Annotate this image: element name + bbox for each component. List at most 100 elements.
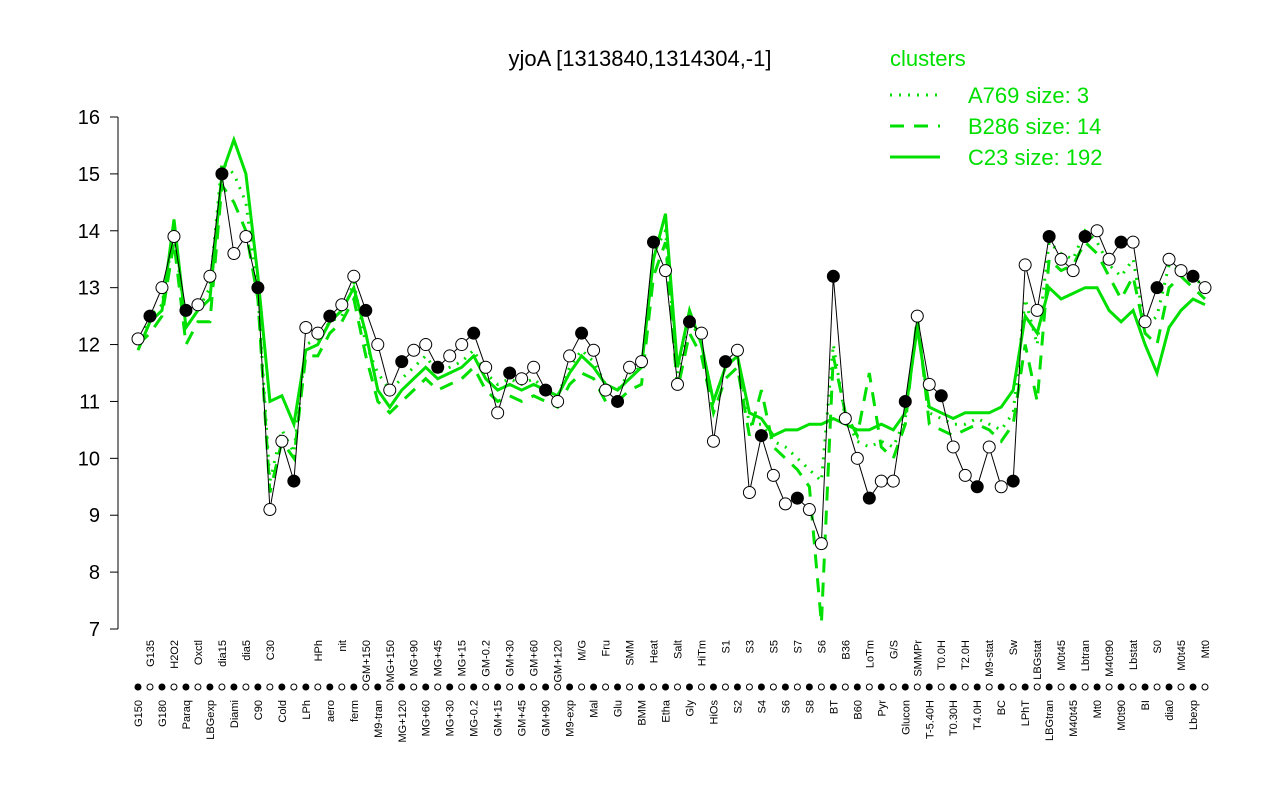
rug-mark [530, 683, 538, 691]
data-point [946, 440, 960, 454]
data-point [539, 383, 553, 397]
data-point [167, 229, 181, 243]
rug-mark [398, 683, 406, 691]
x-tick-label: ferm [349, 700, 361, 722]
x-tick-label: GM+15 [493, 700, 505, 736]
x-tick-label: S6 [780, 700, 792, 713]
rug-mark [446, 683, 454, 691]
data-point [155, 281, 169, 295]
rug-mark [410, 683, 418, 691]
rug-mark [1045, 683, 1053, 691]
data-point [143, 309, 157, 323]
x-tick-label: Mal [589, 700, 601, 718]
rug-mark [146, 683, 154, 691]
data-point [599, 383, 613, 397]
rug-mark [769, 683, 777, 691]
data-point [886, 474, 900, 488]
data-point [311, 326, 325, 340]
data-point [347, 269, 361, 283]
x-tick-label: dia15 [217, 640, 229, 667]
x-tick-label: MG+90 [409, 640, 421, 676]
rug-mark [721, 683, 729, 691]
data-point [934, 389, 948, 403]
x-tick-label: Heat [649, 640, 661, 663]
x-tick-label: MG+60 [421, 700, 433, 736]
x-tick-label: T2.0H [960, 640, 972, 670]
x-tick-label: M40t90 [1104, 640, 1116, 677]
rug-mark [314, 683, 322, 691]
y-tick-label: 13 [78, 278, 100, 300]
data-point [766, 468, 780, 482]
x-tick-label: HiOs [708, 700, 720, 725]
x-tick-label: S2 [732, 700, 744, 713]
x-tick-label: GM+30 [505, 640, 517, 676]
rug-mark [206, 683, 214, 691]
data-point [563, 349, 577, 363]
x-tick-label: Paraq [181, 700, 193, 729]
data-point [443, 349, 457, 363]
data-point [1018, 258, 1032, 272]
data-point [778, 497, 792, 511]
rug-mark [278, 683, 286, 691]
data-point [754, 429, 768, 443]
data-point [659, 264, 673, 278]
data-point [491, 406, 505, 420]
data-point [323, 309, 337, 323]
rug-mark [482, 683, 490, 691]
x-tick-label: M9-exp [565, 700, 577, 737]
rug-mark [697, 683, 705, 691]
rug-mark [829, 683, 837, 691]
x-tick-label: HPh [313, 640, 325, 661]
x-tick-label: BT [828, 700, 840, 714]
x-tick-label: Sw [1008, 640, 1020, 655]
rug-mark [997, 683, 1005, 691]
x-tick-label: T0.30H [948, 700, 960, 736]
rug-mark [254, 683, 262, 691]
data-point [215, 167, 229, 181]
x-tick-label: G135 [145, 640, 157, 667]
rug-mark [1177, 683, 1185, 691]
data-point [1066, 264, 1080, 278]
data-point [467, 326, 481, 340]
rug-mark [1057, 683, 1065, 691]
rug-mark [733, 683, 741, 691]
data-point [898, 394, 912, 408]
data-point [730, 343, 744, 357]
x-tick-label: Lbtran [1080, 640, 1092, 671]
rug-mark [626, 683, 634, 691]
rug-mark [506, 683, 514, 691]
rug-mark [1033, 683, 1041, 691]
x-tick-label: Diami [229, 700, 241, 728]
data-point [647, 235, 661, 249]
x-tick-label: Glu [613, 700, 625, 717]
data-point [275, 434, 289, 448]
data-point [922, 377, 936, 391]
data-point [623, 360, 637, 374]
x-tick-label: Pyr [876, 700, 888, 717]
data-point [1042, 229, 1056, 243]
rug-mark [554, 683, 562, 691]
rug-mark [578, 683, 586, 691]
x-tick-label: S4 [756, 700, 768, 713]
rug-mark [757, 683, 765, 691]
data-point [814, 537, 828, 551]
x-tick-label: S1 [720, 640, 732, 653]
rug-mark [973, 683, 981, 691]
rug-mark [434, 683, 442, 691]
rug-mark [1201, 683, 1209, 691]
data-point [1186, 269, 1200, 283]
data-point [970, 480, 984, 494]
x-tick-label: Cold [277, 700, 289, 723]
rug-mark [338, 683, 346, 691]
x-tick-label: S7 [792, 640, 804, 653]
rug-mark [218, 683, 226, 691]
data-point [838, 412, 852, 426]
rug-mark [1189, 683, 1197, 691]
data-point [251, 281, 265, 295]
data-point [335, 298, 349, 312]
rug-mark [781, 683, 789, 691]
data-point [850, 451, 864, 465]
data-point [910, 309, 924, 323]
rug-mark [817, 683, 825, 691]
data-point [682, 315, 696, 329]
